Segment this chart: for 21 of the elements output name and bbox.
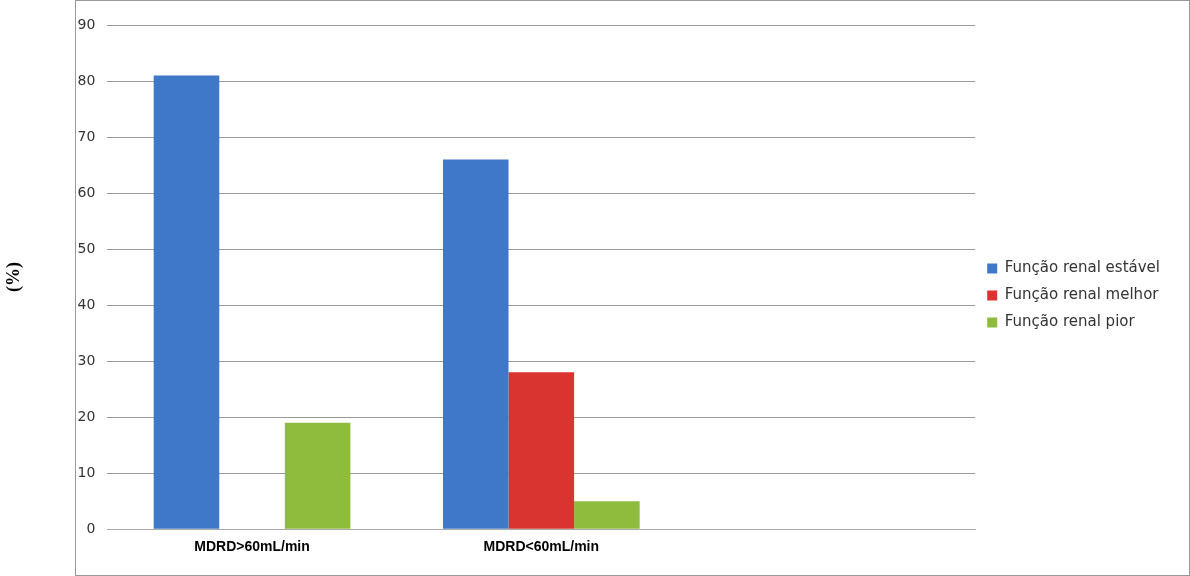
y-tick-label: 40 — [77, 295, 96, 312]
bar — [508, 372, 575, 529]
y-tick-label: 80 — [77, 71, 96, 88]
y-tick-label: 30 — [77, 351, 96, 368]
y-tick-label: 0 — [86, 519, 96, 536]
bar — [574, 501, 640, 529]
legend-label: Função renal pior — [1004, 312, 1136, 331]
y-tick-label: 60 — [77, 183, 96, 200]
bar — [153, 75, 220, 529]
y-tick-label: 70 — [77, 127, 96, 144]
y-tick-label: 50 — [77, 239, 96, 256]
y-tick-label: 90 — [77, 15, 96, 32]
y-axis-title: (%) — [3, 262, 25, 293]
y-tick-label: 20 — [77, 407, 96, 424]
x-tick-label: MDRD>60mL/min — [194, 538, 310, 555]
y-tick-label: 10 — [77, 463, 96, 480]
bar — [284, 422, 351, 529]
legend-label: Função renal melhor — [1004, 285, 1160, 304]
bar — [442, 159, 509, 529]
legend-label: Função renal estável — [1004, 258, 1160, 277]
x-tick-label: MDRD<60mL/min — [483, 538, 600, 555]
